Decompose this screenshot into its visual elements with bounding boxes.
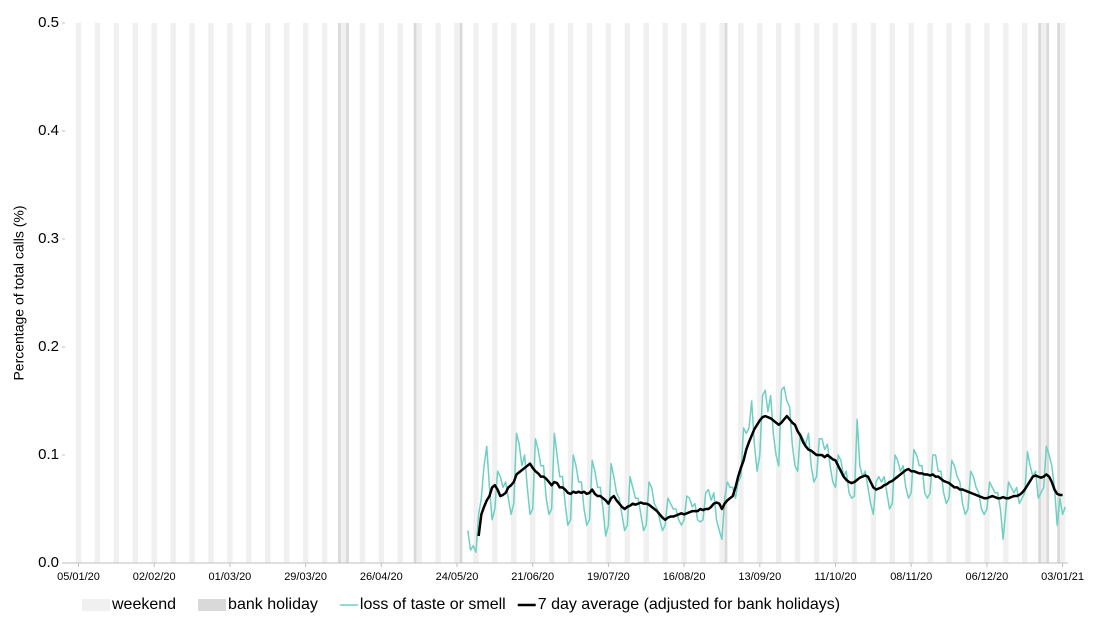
weekend-band bbox=[1059, 23, 1066, 563]
weekend-band bbox=[473, 23, 479, 563]
weekend-band bbox=[643, 23, 649, 563]
weekend-band bbox=[75, 23, 82, 563]
weekend-band bbox=[397, 23, 403, 563]
bank-holiday-band bbox=[1038, 23, 1041, 563]
weekend-band bbox=[1022, 23, 1028, 563]
y-tick-label: 0.3 bbox=[38, 230, 59, 247]
x-tick-label: 24/05/20 bbox=[436, 571, 479, 583]
legend-label: 7 day average (adjusted for bank holiday… bbox=[538, 596, 840, 613]
bank-holiday-band bbox=[1046, 23, 1050, 563]
x-tick-label: 16/08/20 bbox=[663, 571, 706, 583]
weekend-band bbox=[302, 23, 309, 563]
x-tick-label: 06/12/20 bbox=[965, 571, 1008, 583]
bank-holiday-band bbox=[346, 23, 349, 563]
x-tick-label: 19/07/20 bbox=[587, 571, 630, 583]
legend-swatch bbox=[198, 599, 227, 611]
x-tick-label: 03/01/21 bbox=[1041, 571, 1084, 583]
weekend-band bbox=[132, 23, 138, 563]
x-tick-label: 13/09/20 bbox=[738, 571, 781, 583]
weekend-band bbox=[378, 23, 385, 563]
x-tick-label: 11/10/20 bbox=[814, 571, 856, 583]
weekend-band bbox=[776, 23, 782, 563]
weekend-band bbox=[340, 23, 347, 563]
plot-area bbox=[75, 23, 1066, 563]
weekend-band bbox=[359, 23, 366, 563]
x-tick-label: 21/06/20 bbox=[511, 571, 554, 583]
x-tick-label: 29/03/20 bbox=[284, 571, 327, 583]
weekend-band bbox=[624, 23, 631, 563]
weekend-band bbox=[283, 23, 290, 563]
series-line bbox=[467, 386, 1067, 553]
weekend-band bbox=[208, 23, 214, 563]
weekend-band bbox=[586, 23, 593, 563]
weekend-band bbox=[246, 23, 252, 563]
weekend-band bbox=[416, 23, 422, 563]
weekend-band bbox=[946, 23, 952, 563]
weekend-band bbox=[435, 23, 441, 563]
y-axis-label: Percentage of total calls (%) bbox=[11, 205, 27, 380]
weekend-band bbox=[662, 23, 668, 563]
weekend-band bbox=[984, 23, 990, 563]
weekend-band bbox=[832, 23, 839, 563]
legend-label: bank holiday bbox=[228, 596, 318, 613]
y-tick-label: 0.5 bbox=[38, 14, 59, 31]
y-tick-label: 0.1 bbox=[38, 446, 59, 463]
x-tick-label: 01/03/20 bbox=[208, 571, 251, 583]
weekend-band bbox=[719, 23, 725, 563]
weekend-band bbox=[567, 23, 574, 563]
series-line bbox=[477, 414, 1063, 537]
weekend-band bbox=[908, 23, 914, 563]
legend-swatch bbox=[82, 599, 110, 611]
weekend-band bbox=[851, 23, 858, 563]
y-tick-label: 0.4 bbox=[38, 122, 59, 139]
weekend-band bbox=[321, 23, 328, 563]
weekend-band bbox=[151, 23, 157, 563]
weekend-band bbox=[889, 23, 895, 563]
x-tick-label: 02/02/20 bbox=[133, 571, 176, 583]
legend-label: loss of taste or smell bbox=[360, 596, 506, 613]
weekend-band bbox=[813, 23, 820, 563]
weekend-band bbox=[1040, 23, 1047, 563]
weekend-band bbox=[794, 23, 801, 563]
weekend-band bbox=[681, 23, 687, 563]
x-tick-label: 05/01/20 bbox=[57, 571, 100, 583]
weekend-band bbox=[492, 23, 498, 563]
bank-holiday-band bbox=[413, 23, 417, 563]
bank-holiday-band bbox=[338, 23, 341, 563]
x-tick-label: 26/04/20 bbox=[360, 571, 403, 583]
weekend-band bbox=[700, 23, 706, 563]
weekend-band bbox=[738, 23, 744, 563]
weekend-band bbox=[530, 23, 536, 563]
weekend-band bbox=[927, 23, 933, 563]
weekend-band bbox=[511, 23, 517, 563]
weekend-band bbox=[170, 23, 176, 563]
weekend-band bbox=[605, 23, 612, 563]
weekend-band bbox=[870, 23, 877, 563]
weekend-band bbox=[548, 23, 555, 563]
y-tick-label: 0.2 bbox=[38, 338, 59, 355]
bank-holiday-band bbox=[1057, 23, 1060, 563]
weekend-band bbox=[189, 23, 195, 563]
weekend-band bbox=[757, 23, 763, 563]
weekend-band bbox=[265, 23, 271, 563]
weekend-band bbox=[227, 23, 233, 563]
weekend-band bbox=[94, 23, 101, 563]
weekend-band bbox=[965, 23, 971, 563]
weekend-band bbox=[113, 23, 120, 563]
weekend-band bbox=[1003, 23, 1009, 563]
bank-holiday-band bbox=[724, 23, 728, 563]
x-tick-label: 08/11/20 bbox=[890, 571, 932, 583]
weekend-band bbox=[454, 23, 460, 563]
legend-label: weekend bbox=[111, 596, 176, 613]
y-tick-label: 0.0 bbox=[38, 554, 59, 571]
bank-holiday-band bbox=[459, 23, 463, 563]
